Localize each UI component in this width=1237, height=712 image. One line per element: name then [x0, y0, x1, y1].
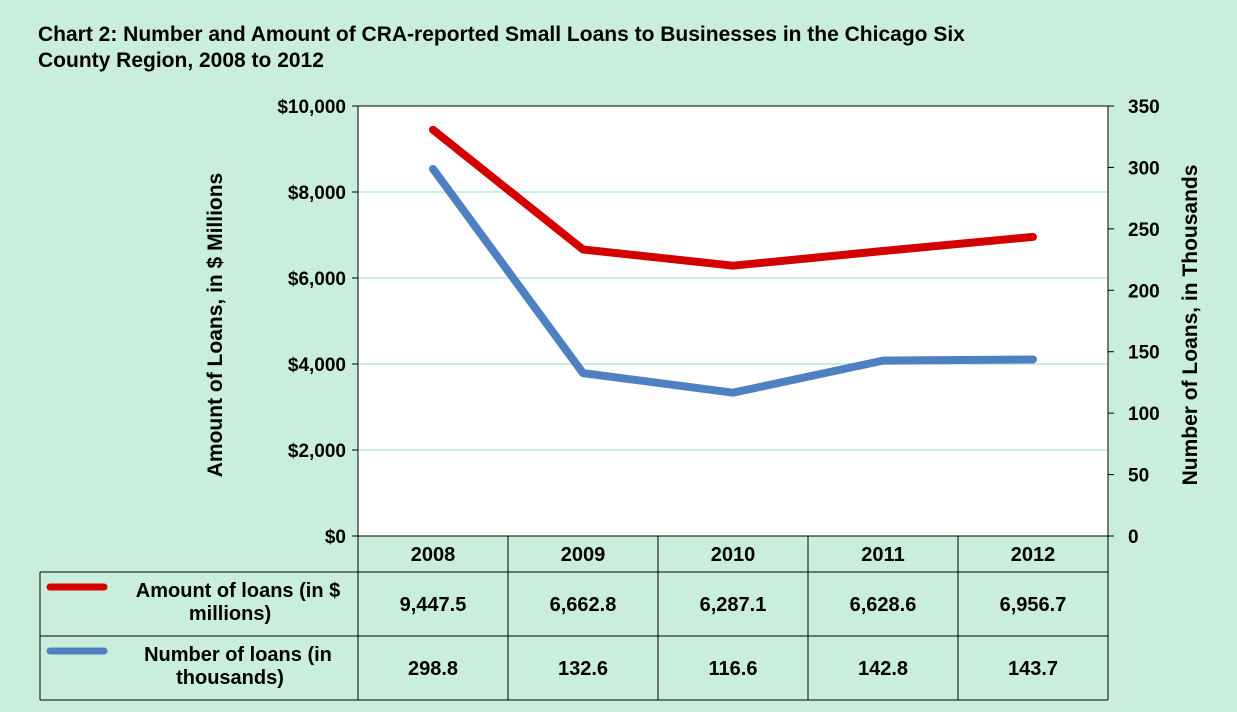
right-axis-tick-label: 200	[1128, 281, 1160, 302]
data-label-number: 143.7	[1008, 658, 1058, 680]
legend-label-amount: Amount of loans (in $ millions)	[136, 580, 340, 625]
right-axis-tick-label: 50	[1128, 466, 1149, 487]
right-axis-tick-label: 350	[1128, 97, 1160, 118]
plot-area	[358, 106, 1108, 536]
right-axis-tick-label: 100	[1128, 404, 1160, 425]
data-label-number: 116.6	[709, 658, 758, 680]
right-axis-tick-label: 300	[1128, 158, 1160, 179]
series-line-number	[429, 164, 1037, 397]
data-label-amount: 6,287.1	[700, 594, 767, 616]
data-label-amount: 6,662.8	[550, 594, 617, 616]
left-axis-tick-label: $4,000	[288, 355, 346, 376]
data-label-number: 298.8	[408, 658, 458, 680]
left-axis-tick-label: $2,000	[288, 441, 346, 462]
chart-title: Chart 2: Number and Amount of CRA-report…	[38, 23, 965, 72]
category-label: 2008	[411, 544, 456, 566]
legend-label-line: Amount of loans (in $	[136, 580, 340, 602]
category-label: 2012	[1011, 544, 1056, 566]
data-label-number: 142.8	[858, 658, 908, 680]
data-label-amount: 6,956.7	[1000, 594, 1067, 616]
legend-label-line: millions)	[189, 603, 271, 625]
left-axis-tick-label: $8,000	[288, 183, 346, 204]
left-axis-title: Amount of Loans, in $ Millions	[204, 173, 227, 478]
right-axis-tick-label: 150	[1128, 343, 1160, 364]
legend-label-line: thousands)	[176, 667, 284, 689]
right-axis-title: Number of Loans, in Thousands	[1179, 165, 1202, 486]
series-line-amount	[429, 125, 1037, 270]
data-label-amount: 9,447.5	[400, 594, 467, 616]
legend-label-number: Number of loans (in thousands)	[144, 644, 332, 689]
data-label-number: 132.6	[558, 658, 608, 680]
left-axis-tick-label: $6,000	[288, 269, 346, 290]
right-axis-tick-label: 0	[1128, 527, 1139, 548]
right-axis-tick-label: 250	[1128, 220, 1160, 241]
category-label: 2010	[711, 544, 756, 566]
left-axis-tick-label: $0	[325, 527, 346, 548]
left-axis-tick-label: $10,000	[277, 97, 346, 118]
category-label: 2011	[861, 544, 904, 566]
legend-label-line: Number of loans (in	[144, 644, 332, 666]
category-label: 2009	[561, 544, 606, 566]
data-label-amount: 6,628.6	[850, 594, 917, 616]
